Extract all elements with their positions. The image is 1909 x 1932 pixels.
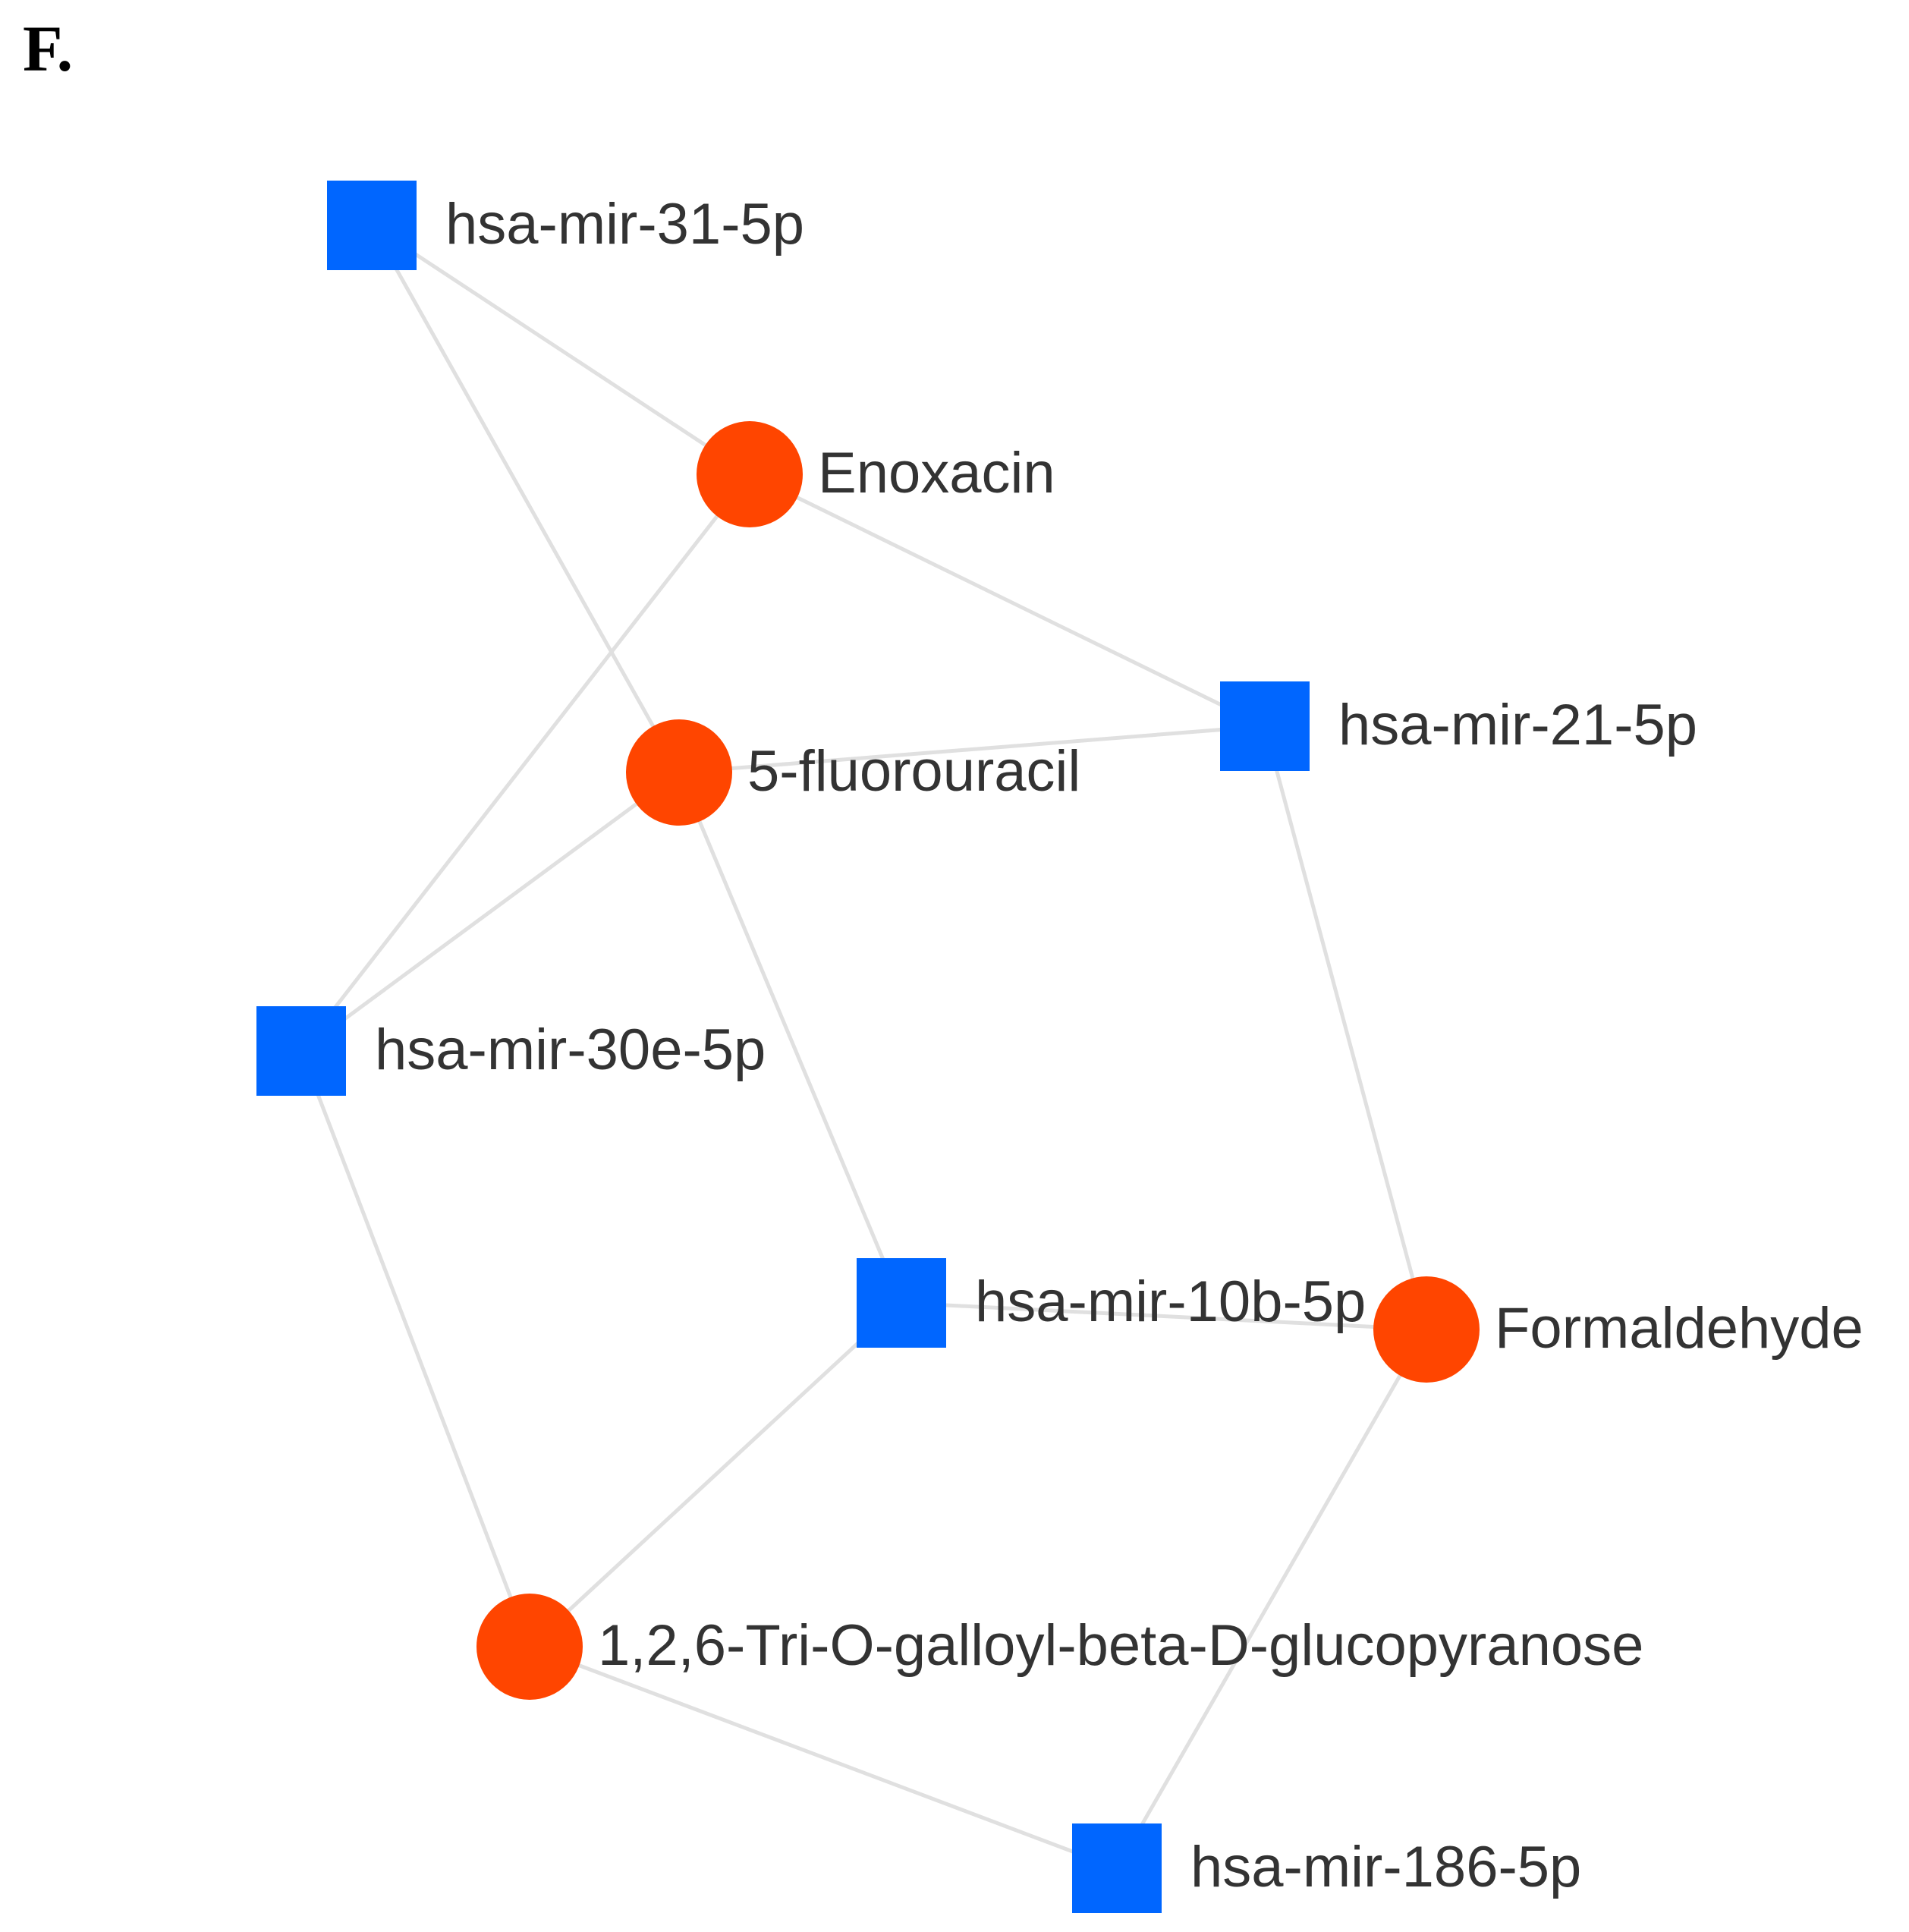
- node-label: Enoxacin: [818, 441, 1055, 505]
- compound-circle-icon: [626, 719, 732, 826]
- node-label: Formaldehyde: [1495, 1296, 1863, 1361]
- node-mir30e[interactable]: hsa-mir-30e-5p: [256, 1006, 766, 1096]
- edge-enox-mir21: [748, 472, 1266, 728]
- mirna-square-icon: [327, 181, 417, 270]
- edge-enox-mir30e: [300, 473, 751, 1053]
- node-mir21[interactable]: hsa-mir-21-5p: [1220, 681, 1697, 771]
- edge-fu-mir21: [678, 724, 1266, 775]
- edge-tog-mir186: [529, 1644, 1118, 1871]
- compound-circle-icon: [1373, 1276, 1480, 1383]
- node-label: hsa-mir-21-5p: [1338, 693, 1697, 757]
- node-label: hsa-mir-30e-5p: [375, 1018, 766, 1082]
- panel-label: F.: [23, 12, 74, 85]
- node-label: hsa-mir-10b-5p: [975, 1270, 1366, 1334]
- node-form[interactable]: Formaldehyde: [1373, 1276, 1863, 1383]
- edge-fu-mir10b: [677, 772, 904, 1304]
- mirna-square-icon: [1220, 681, 1310, 771]
- node-label: 5-fluorouracil: [747, 739, 1080, 804]
- nodes-layer: hsa-mir-31-5p Enoxacin hsa-mir-21-5p 5-fluo…: [256, 181, 1863, 1913]
- node-label: hsa-mir-186-5p: [1190, 1835, 1581, 1899]
- mirna-square-icon: [1072, 1823, 1162, 1913]
- node-mir10b[interactable]: hsa-mir-10b-5p: [857, 1258, 1366, 1348]
- node-enox[interactable]: Enoxacin: [697, 421, 1055, 527]
- node-mir186[interactable]: hsa-mir-186-5p: [1072, 1823, 1581, 1913]
- node-mir31[interactable]: hsa-mir-31-5p: [327, 181, 804, 270]
- edge-mir21-form: [1263, 725, 1429, 1330]
- edge-mir31-fu: [370, 224, 681, 774]
- mirna-square-icon: [256, 1006, 346, 1096]
- compound-circle-icon: [697, 421, 803, 527]
- edge-form-mir186: [1115, 1328, 1429, 1870]
- edges-layer: [299, 223, 1429, 1871]
- edge-mir31-enox: [370, 223, 751, 477]
- edge-mir10b-form: [901, 1301, 1427, 1332]
- edge-fu-mir30e: [300, 770, 681, 1053]
- node-tog[interactable]: 1,2,6-Tri-O-galloyl-beta-D-glucopyranose: [476, 1594, 1643, 1700]
- edge-mir10b-tog: [528, 1301, 903, 1648]
- node-label: hsa-mir-31-5p: [445, 192, 804, 256]
- mirna-square-icon: [857, 1258, 946, 1348]
- node-label: 1,2,6-Tri-O-galloyl-beta-D-glucopyranose: [598, 1613, 1643, 1678]
- edge-mir30e-tog: [299, 1050, 532, 1647]
- compound-circle-icon: [476, 1594, 583, 1700]
- node-fu[interactable]: 5-fluorouracil: [626, 719, 1080, 826]
